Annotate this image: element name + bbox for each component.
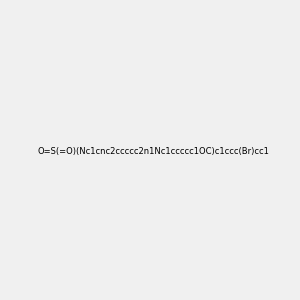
Text: O=S(=O)(Nc1cnc2ccccc2n1Nc1ccccc1OC)c1ccc(Br)cc1: O=S(=O)(Nc1cnc2ccccc2n1Nc1ccccc1OC)c1ccc… (38, 147, 270, 156)
